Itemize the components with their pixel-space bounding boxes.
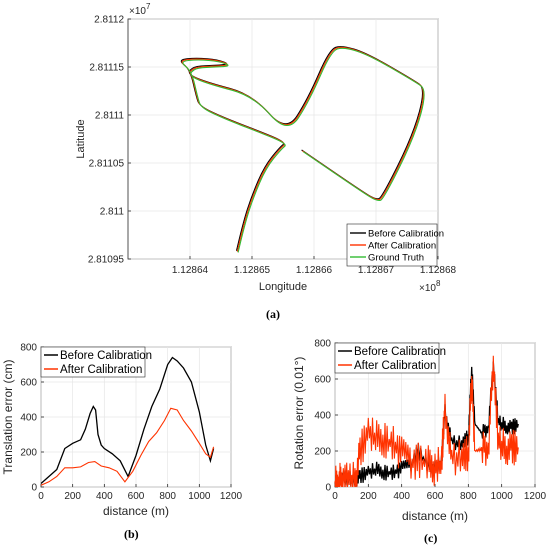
- a-x-tick-label: 1.12867: [358, 265, 395, 276]
- chart-a-y-ticks: 2.81095 2.811 2.81105 2.8111 2.81115 2.8112: [88, 15, 131, 266]
- chart-a-series-line-truth: [182, 47, 425, 253]
- b-x-tick-label: 400: [96, 491, 113, 502]
- chart-c-legend: Before Calibration After Calibration: [334, 342, 446, 374]
- a-x-tick-label: 1.12868: [420, 265, 457, 276]
- a-y-tick-label: 2.8111: [95, 111, 125, 122]
- chart-c-x-ticks: 0 200 400 600 800 1000 1200: [332, 484, 546, 502]
- a-x-tick-label: 1.12864: [172, 265, 209, 276]
- chart-a-y-exponent: ×107: [129, 2, 151, 17]
- chart-b-y-axis-label: Translation error (cm): [1, 360, 15, 475]
- chart-a-y-axis-label: Latitude: [75, 119, 87, 158]
- c-x-tick-label: 400: [393, 491, 410, 502]
- chart-c-legend-label-before: Before Calibration: [354, 346, 446, 358]
- a-y-tick-label: 2.8112: [94, 15, 124, 26]
- a-y-tick-label: 2.81115: [89, 63, 124, 74]
- chart-b: 0 200 400 600 800 1000 1200 0 200 400 600 800 dist…: [1, 343, 243, 542]
- chart-a-legend: Before Calibration After Calibration Gro…: [346, 223, 444, 267]
- chart-a-caption: (a): [266, 307, 280, 321]
- c-x-tick-label: 1000: [491, 491, 514, 502]
- chart-b-legend-box: [40, 346, 146, 378]
- c-y-tick-label: 200: [314, 447, 331, 458]
- chart-a-legend-label-before: Before Calibration: [368, 229, 444, 240]
- b-y-tick-label: 0: [31, 483, 37, 494]
- chart-c-x-axis-label: distance (m): [402, 509, 468, 523]
- c-series-line-after: [334, 355, 519, 488]
- c-y-tick-label: 800: [314, 339, 331, 350]
- chart-b-x-ticks: 0 200 400 600 800 1000 1200: [38, 484, 243, 502]
- a-y-tick-label: 2.811: [100, 207, 125, 218]
- chart-c-caption: (c): [424, 531, 437, 545]
- b-x-tick-label: 800: [159, 491, 176, 502]
- b-y-tick-label: 400: [20, 413, 37, 424]
- chart-c-series: [334, 355, 519, 488]
- c-y-tick-label: 0: [325, 483, 331, 494]
- chart-a-x-axis-label: Longitude: [259, 281, 307, 293]
- chart-b-legend-label-before: Before Calibration: [60, 350, 152, 362]
- a-x-tick-label: 1.12865: [234, 265, 271, 276]
- chart-c-y-ticks: 0 200 400 600 800: [314, 339, 338, 494]
- chart-b-legend: Before Calibration After Calibration: [40, 346, 152, 378]
- chart-c-legend-box: [334, 342, 440, 374]
- chart-a-legend-label-after: After Calibration: [368, 241, 436, 252]
- b-x-tick-label: 600: [128, 491, 145, 502]
- chart-a-legend-label-truth: Ground Truth: [368, 253, 424, 264]
- chart-b-y-ticks: 0 200 400 600 800: [20, 343, 44, 494]
- c-x-tick-label: 0: [332, 491, 338, 502]
- b-x-tick-label: 200: [64, 491, 81, 502]
- b-series-line-after: [40, 407, 215, 486]
- chart-a-x-ticks: 1.12864 1.12865 1.12866 1.12867 1.12868: [172, 256, 457, 276]
- chart-a-plot-area: [127, 18, 439, 260]
- a-y-tick-label: 2.81095: [88, 255, 125, 266]
- chart-c: 0 200 400 600 800 1000 1200 0 200 400 600 800 dist…: [292, 339, 546, 546]
- c-x-tick-label: 800: [460, 491, 477, 502]
- chart-b-caption: (b): [124, 527, 139, 541]
- chart-c-y-axis-label: Rotation error (0.01°): [292, 357, 306, 470]
- chart-a-series: [180, 46, 425, 253]
- a-y-tick-label: 2.81105: [89, 159, 125, 170]
- chart-b-x-axis-label: distance (m): [103, 504, 169, 518]
- c-x-tick-label: 200: [360, 491, 377, 502]
- c-y-tick-label: 600: [314, 375, 331, 386]
- chart-c-legend-label-after: After Calibration: [354, 360, 436, 372]
- c-x-tick-label: 1200: [524, 491, 546, 502]
- b-x-tick-label: 1200: [220, 491, 243, 502]
- a-x-tick-label: 1.12866: [296, 265, 333, 276]
- chart-b-legend-label-after: After Calibration: [60, 364, 142, 376]
- chart-b-series: [40, 356, 215, 486]
- b-y-tick-label: 200: [20, 448, 37, 459]
- b-x-tick-label: 1000: [188, 491, 211, 502]
- c-x-tick-label: 600: [427, 491, 444, 502]
- b-series-line-before: [40, 356, 215, 484]
- c-y-tick-label: 400: [314, 411, 331, 422]
- b-y-tick-label: 800: [20, 343, 37, 354]
- chart-a: 1.12864 1.12865 1.12866 1.12867 1.12868 2.81…: [75, 2, 457, 321]
- b-y-tick-label: 600: [20, 378, 37, 389]
- chart-a-x-exponent: ×108: [419, 279, 441, 294]
- chart-a-grid: [128, 18, 439, 260]
- b-x-tick-label: 0: [38, 491, 44, 502]
